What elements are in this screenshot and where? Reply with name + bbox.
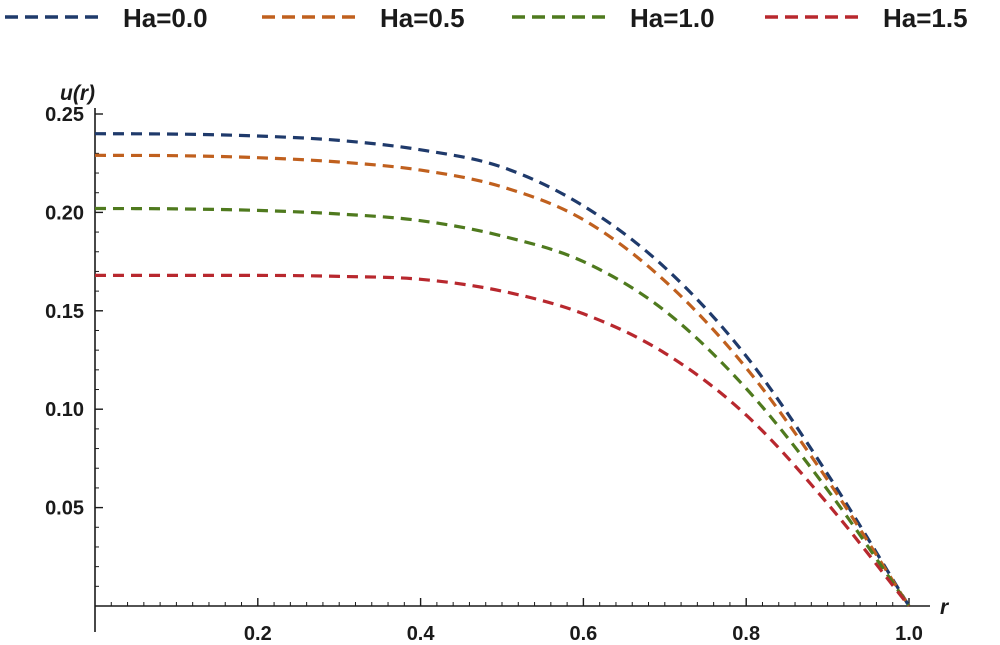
x-tick-label: 0.6 <box>569 623 597 645</box>
x-tick-label: 0.8 <box>732 623 760 645</box>
legend-label-3: Ha=1.5 <box>883 3 968 33</box>
y-tick-label: 0.05 <box>45 498 84 520</box>
tick-labels: 0.2 0.4 0.6 0.8 1.0 0.05 0.10 0.15 0.20 0.25 <box>45 104 923 645</box>
x-axis-title: r <box>940 596 950 619</box>
major-ticks <box>95 113 910 606</box>
x-tick-label: 0.2 <box>244 623 272 645</box>
series-line-1 <box>94 153 911 607</box>
series-line-0 <box>94 132 911 607</box>
legend-label-2: Ha=1.0 <box>630 3 715 33</box>
series-line-2 <box>94 206 911 607</box>
y-axis-title: u(r) <box>60 82 95 105</box>
legend-label-0: Ha=0.0 <box>123 3 208 33</box>
y-tick-label: 0.15 <box>45 301 84 323</box>
legend: Ha=0.0 Ha=0.5 Ha=1.0 Ha=1.5 <box>5 3 968 33</box>
series-lines <box>94 132 911 607</box>
y-tick-label: 0.10 <box>45 399 84 421</box>
x-tick-label: 1.0 <box>895 623 923 645</box>
legend-label-1: Ha=0.5 <box>380 3 465 33</box>
axes <box>94 108 930 632</box>
minor-ticks <box>95 133 894 606</box>
x-tick-label: 0.4 <box>407 623 436 645</box>
y-tick-label: 0.20 <box>45 202 84 224</box>
y-tick-label: 0.25 <box>45 104 84 126</box>
series-line-3 <box>95 273 911 607</box>
